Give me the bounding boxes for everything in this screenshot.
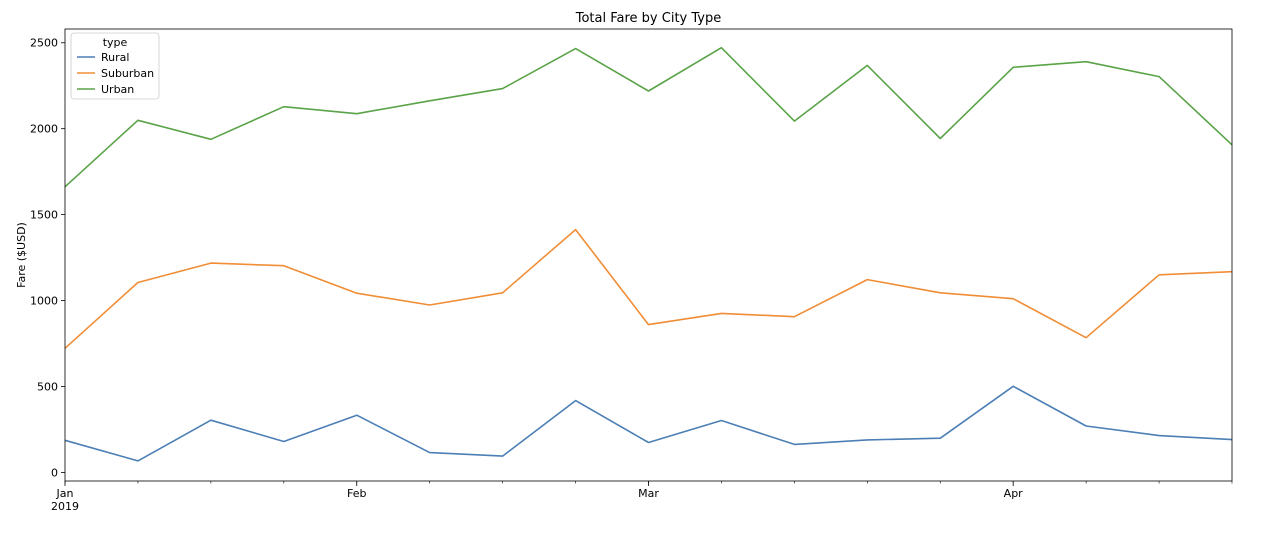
series-line-urban [64, 46, 1233, 188]
x-tick-label: Mar [638, 487, 659, 500]
series-line-suburban [64, 228, 1233, 349]
y-tick-label: 2000 [30, 123, 58, 136]
x-tick-label: Feb [347, 487, 366, 500]
y-tick-label: 1000 [30, 295, 58, 308]
x-tick-sublabel: 2019 [51, 500, 79, 513]
y-tick-label: 2500 [30, 37, 58, 50]
y-axis-label: Fare ($USD) [15, 222, 28, 288]
legend-box [70, 32, 160, 100]
y-axis-ticks: 0 500 1000 1500 2000 2500 [30, 37, 65, 479]
chart-title: Total Fare by City Type [575, 11, 721, 26]
y-tick-label: 0 [51, 466, 58, 479]
plot-frame [64, 28, 1233, 482]
legend-label-rural: Rural [101, 51, 129, 64]
y-tick-label: 500 [37, 380, 58, 393]
series-lines [64, 46, 1233, 462]
legend-label-urban: Urban [101, 83, 134, 96]
legend-label-suburban: Suburban [101, 67, 154, 80]
y-tick-label: 1500 [30, 209, 58, 222]
legend-title: type [103, 36, 128, 49]
x-tick-label: Apr [1004, 487, 1024, 500]
x-tick-label: Jan [56, 487, 74, 500]
legend: type Rural Suburban Urban [70, 32, 160, 100]
series-line-rural [64, 385, 1233, 462]
